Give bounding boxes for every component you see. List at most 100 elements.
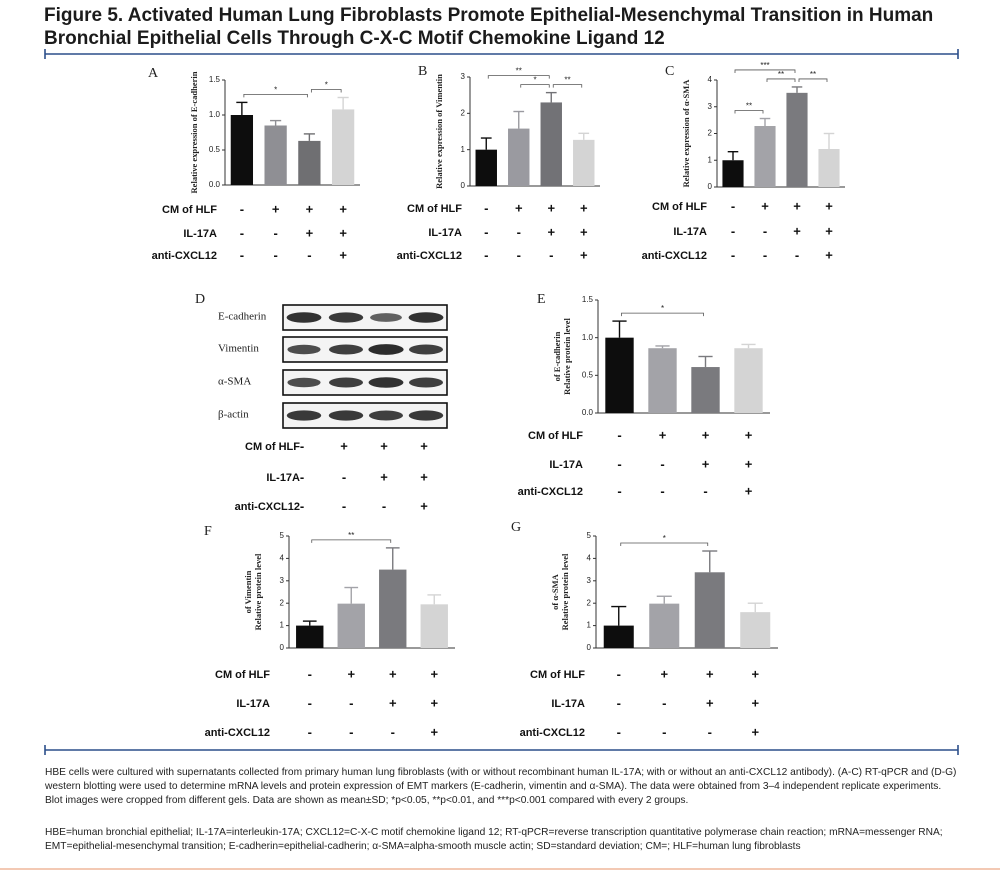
condition-sign: + (751, 695, 759, 710)
blot-label: β-actin (218, 409, 249, 421)
condition-sign: + (761, 198, 769, 213)
blot-band (369, 410, 403, 421)
y-axis-label: Relative expression of α-SMA (681, 79, 691, 188)
bar (722, 160, 744, 187)
significance-label: *** (760, 61, 769, 70)
bar (264, 125, 287, 185)
condition-sign: - (549, 247, 553, 262)
y-tick-label: 0 (461, 181, 466, 190)
condition-sign: - (484, 224, 488, 239)
significance-label: ** (348, 531, 354, 540)
panel-label: G (511, 520, 521, 535)
condition-sign: + (272, 201, 280, 216)
y-tick-label: 0.0 (209, 180, 221, 189)
blot-label: Vimentin (218, 343, 259, 355)
condition-sign: - (273, 247, 277, 262)
bar (331, 109, 355, 185)
condition-label: anti-CXCL12 (152, 250, 217, 262)
condition-sign: - (300, 438, 304, 453)
y-axis-label: Relative protein level (253, 553, 263, 630)
condition-sign: + (660, 666, 668, 681)
condition-sign: + (706, 666, 714, 681)
y-tick-label: 4 (280, 554, 285, 563)
y-tick-label: 3 (587, 576, 592, 585)
condition-sign: + (745, 427, 753, 442)
condition-sign: - (617, 695, 621, 710)
y-tick-label: 0.5 (582, 370, 594, 379)
y-tick-label: 3 (708, 102, 713, 111)
y-tick-label: 1 (280, 621, 285, 630)
significance-bracket (520, 84, 550, 88)
significance-bracket (243, 94, 308, 98)
condition-label: IL-17A (266, 472, 300, 484)
condition-label: IL-17A (549, 459, 583, 471)
blot-band (329, 377, 363, 388)
bar (694, 572, 725, 648)
condition-label: IL-17A (551, 698, 585, 710)
condition-label: IL-17A (428, 227, 462, 239)
condition-sign: + (751, 724, 759, 739)
condition-sign: - (308, 724, 312, 739)
blot-band (286, 410, 322, 421)
significance-bracket (552, 84, 583, 88)
condition-sign: - (662, 695, 666, 710)
top-rule (44, 49, 959, 59)
condition-label: CM of HLF (530, 669, 585, 681)
condition-sign: - (349, 724, 353, 739)
condition-sign: + (420, 469, 428, 484)
condition-label: anti-CXCL12 (642, 250, 707, 262)
bar (296, 625, 324, 648)
condition-label: IL-17A (673, 226, 707, 238)
condition-sign: - (617, 666, 621, 681)
condition-label: CM of HLF (245, 441, 300, 453)
condition-sign: - (795, 247, 799, 262)
condition-label: anti-CXCL12 (518, 486, 583, 498)
bar (734, 348, 763, 413)
significance-bracket (798, 78, 828, 82)
condition-sign: + (340, 438, 348, 453)
y-axis-label: Relative expression of E-cadherin (189, 71, 199, 193)
condition-sign: - (617, 427, 621, 442)
bar (603, 625, 634, 648)
condition-sign: - (660, 483, 664, 498)
y-tick-label: 1 (461, 145, 466, 154)
significance-label: ** (516, 67, 522, 76)
bar (740, 612, 771, 648)
condition-sign: + (420, 438, 428, 453)
y-axis-label: Relative protein level (562, 317, 572, 394)
significance-label: * (661, 304, 664, 313)
condition-sign: - (660, 456, 664, 471)
significance-label: * (325, 81, 328, 90)
condition-sign: + (339, 247, 347, 262)
blot-band (287, 344, 321, 355)
significance-bracket (620, 542, 709, 547)
significance-label: ** (746, 102, 752, 111)
condition-sign: - (763, 223, 767, 238)
bar (475, 149, 497, 186)
significance-bracket (734, 110, 764, 114)
y-axis-label: of E-cadherin (552, 331, 562, 381)
condition-label: IL-17A (236, 698, 270, 710)
y-tick-label: 2 (461, 108, 466, 117)
y-tick-label: 3 (280, 576, 285, 585)
condition-sign: + (430, 666, 438, 681)
condition-sign: - (300, 498, 304, 513)
condition-label: CM of HLF (162, 204, 217, 216)
y-tick-label: 3 (461, 72, 466, 81)
y-tick-label: 4 (587, 554, 592, 563)
significance-bracket (310, 89, 342, 93)
caption-rule (44, 745, 959, 755)
bar (786, 92, 808, 187)
condition-sign: + (580, 200, 588, 215)
condition-sign: - (708, 724, 712, 739)
condition-sign: + (580, 224, 588, 239)
condition-sign: - (300, 469, 304, 484)
condition-sign: + (430, 724, 438, 739)
condition-label: CM of HLF (407, 203, 462, 215)
condition-label: anti-CXCL12 (205, 727, 270, 739)
condition-sign: + (745, 456, 753, 471)
y-tick-label: 1 (708, 155, 713, 164)
blot-label: α-SMA (218, 376, 251, 388)
condition-sign: - (273, 225, 277, 240)
